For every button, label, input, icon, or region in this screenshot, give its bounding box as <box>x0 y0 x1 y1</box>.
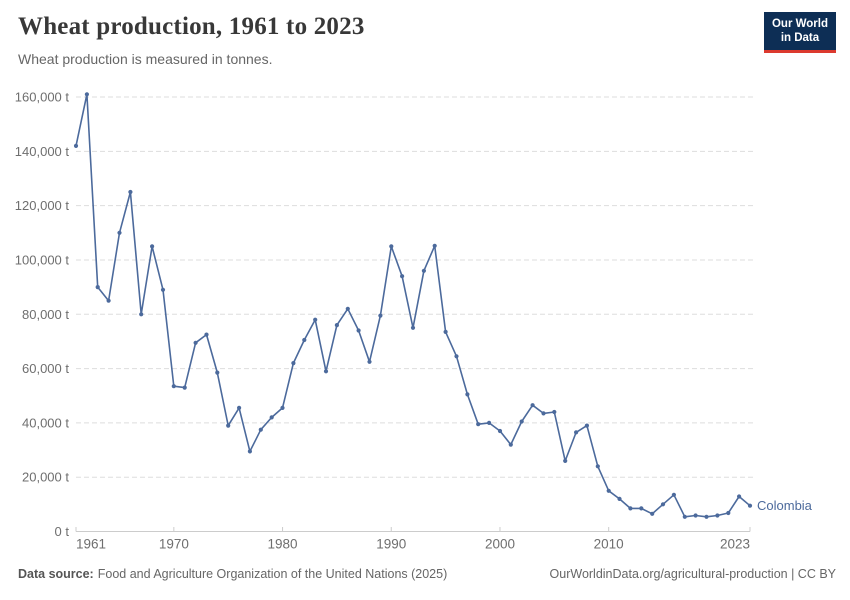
data-point[interactable] <box>334 323 339 328</box>
data-point[interactable] <box>280 405 285 410</box>
data-point[interactable] <box>563 458 568 463</box>
y-tick-label: 100,000 t <box>15 252 70 267</box>
footer-source-label: Data source: <box>18 567 94 581</box>
x-tick-label: 2000 <box>485 537 515 552</box>
y-tick-label: 160,000 t <box>15 90 70 105</box>
data-point[interactable] <box>323 369 329 374</box>
data-point[interactable] <box>704 514 709 519</box>
data-point[interactable] <box>552 409 557 415</box>
data-point[interactable] <box>237 405 242 410</box>
data-point[interactable] <box>650 511 655 516</box>
data-point[interactable] <box>715 513 720 518</box>
data-point[interactable] <box>432 243 437 248</box>
data-point[interactable] <box>443 329 448 334</box>
x-tick-label: 2023 <box>720 537 750 552</box>
owid-logo[interactable]: Our World in Data <box>763 12 836 53</box>
y-tick-label: 120,000 t <box>15 198 70 213</box>
y-tick-label: 0 t <box>55 524 70 539</box>
page-title: Wheat production, 1961 to 2023 <box>18 13 365 40</box>
logo-line-2: in Data <box>780 32 820 45</box>
data-point[interactable] <box>660 502 666 507</box>
x-tick-label: 1990 <box>376 537 406 552</box>
data-point[interactable] <box>421 268 426 273</box>
data-point[interactable] <box>574 430 579 435</box>
data-point[interactable] <box>737 494 742 499</box>
y-tick-label: 80,000 t <box>22 307 69 322</box>
data-point[interactable] <box>193 340 198 345</box>
data-point[interactable] <box>639 506 644 511</box>
data-point[interactable] <box>747 503 753 508</box>
data-point[interactable] <box>671 492 677 497</box>
data-point[interactable] <box>465 392 470 397</box>
data-point[interactable] <box>400 274 405 279</box>
data-point[interactable] <box>367 359 372 364</box>
y-tick-label: 60,000 t <box>22 361 69 376</box>
y-tick-label: 20,000 t <box>22 470 69 485</box>
entity-label[interactable]: Colombia <box>757 498 813 513</box>
data-point[interactable] <box>313 317 318 322</box>
data-point[interactable] <box>117 230 122 235</box>
data-point[interactable] <box>95 285 100 290</box>
data-point[interactable] <box>410 325 416 330</box>
data-point[interactable] <box>247 449 252 454</box>
data-point[interactable] <box>378 313 383 318</box>
data-point[interactable] <box>606 488 611 493</box>
data-point[interactable] <box>356 328 361 333</box>
data-point[interactable] <box>73 143 79 148</box>
data-point[interactable] <box>139 312 144 317</box>
data-point[interactable] <box>204 332 209 337</box>
data-point[interactable] <box>171 384 176 389</box>
page-subtitle: Wheat production is measured in tonnes. <box>18 51 273 67</box>
y-tick-label: 140,000 t <box>15 144 70 159</box>
data-point[interactable] <box>519 419 524 424</box>
data-point[interactable] <box>726 510 731 516</box>
data-point[interactable] <box>345 306 350 311</box>
data-point[interactable] <box>150 244 155 249</box>
data-point[interactable] <box>128 189 133 195</box>
x-tick-label: 1970 <box>159 537 189 552</box>
x-tick-label: 1980 <box>268 537 298 552</box>
series-line[interactable] <box>75 93 751 518</box>
data-point[interactable] <box>541 411 546 416</box>
data-point[interactable] <box>530 403 535 408</box>
data-point[interactable] <box>476 422 481 427</box>
data-point[interactable] <box>487 420 492 425</box>
data-point[interactable] <box>508 442 513 447</box>
data-point[interactable] <box>291 361 296 366</box>
data-point[interactable] <box>595 464 600 469</box>
data-point[interactable] <box>106 298 111 303</box>
footer-source: Data source: Food and Agriculture Organiz… <box>18 567 447 581</box>
data-point[interactable] <box>226 423 231 428</box>
data-point[interactable] <box>682 514 687 519</box>
data-point[interactable] <box>160 287 166 292</box>
data-point[interactable] <box>269 415 274 420</box>
x-tick-label: 2010 <box>594 537 624 552</box>
data-point[interactable] <box>389 244 394 249</box>
data-point[interactable] <box>617 496 622 501</box>
logo-line-1: Our World <box>771 18 828 30</box>
data-point[interactable] <box>182 385 187 390</box>
data-point[interactable] <box>497 428 503 434</box>
y-tick-label: 40,000 t <box>22 415 69 430</box>
data-point[interactable] <box>454 354 459 359</box>
data-point[interactable] <box>215 370 220 375</box>
x-tick-label: 1961 <box>76 537 106 552</box>
data-point[interactable] <box>84 92 89 97</box>
data-point[interactable] <box>628 506 633 511</box>
data-point[interactable] <box>258 427 263 432</box>
footer-source-text: Food and Agriculture Organization of the… <box>97 567 448 581</box>
data-point[interactable] <box>693 513 698 518</box>
chart-footer: Data source: Food and Agriculture Organiz… <box>18 567 836 581</box>
data-point[interactable] <box>584 423 590 428</box>
data-point[interactable] <box>302 337 307 343</box>
footer-license[interactable]: OurWorldinData.org/agricultural-producti… <box>549 567 836 581</box>
